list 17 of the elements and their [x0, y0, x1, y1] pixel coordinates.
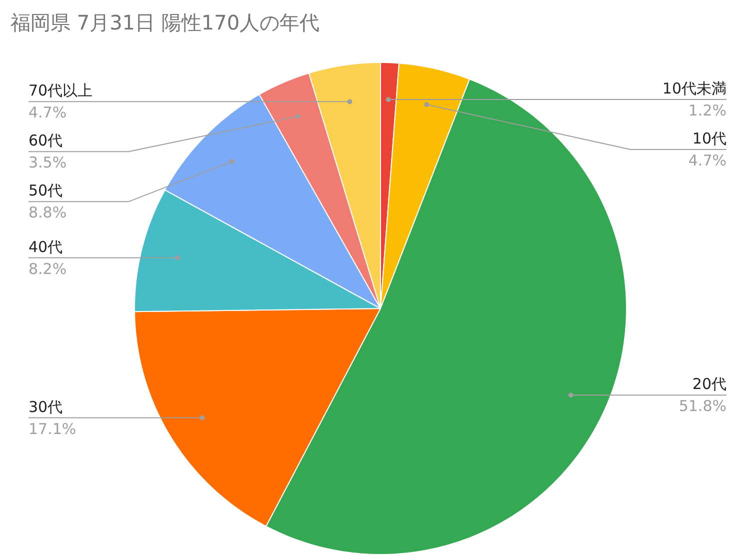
- slice-label: 10代: [692, 130, 727, 148]
- slice-label: 50代: [28, 182, 63, 200]
- slice-label: 10代未満: [662, 80, 727, 98]
- data-label: 51.8%: [678, 397, 727, 416]
- data-label: 3.5%: [28, 154, 67, 172]
- slice-label: 20代: [692, 375, 727, 394]
- data-label: 1.2%: [688, 102, 726, 120]
- slice-label: 70代以上: [28, 82, 93, 100]
- slice-label: 60代: [28, 132, 63, 150]
- data-label: 17.1%: [28, 420, 76, 438]
- slice-label: 30代: [28, 398, 63, 416]
- data-label: 4.7%: [688, 152, 726, 170]
- chart-title: 福岡県 7月31日 陽性170人の年代: [10, 10, 320, 34]
- data-label: 8.8%: [28, 204, 67, 222]
- data-label: 8.2%: [28, 260, 67, 278]
- data-label: 4.7%: [28, 104, 67, 122]
- slice-label: 40代: [28, 238, 63, 256]
